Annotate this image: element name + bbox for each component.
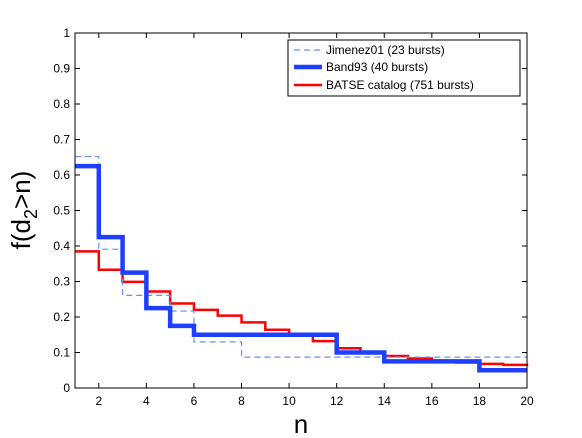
- plot-lines: [75, 155, 529, 373]
- y-axis-label: f(d2>n): [6, 171, 41, 250]
- y-tick-label: 0.9: [53, 62, 70, 76]
- legend-label-batse: BATSE catalog (751 bursts): [326, 78, 474, 92]
- x-tick-label: 12: [330, 394, 344, 408]
- axis-ticks: [75, 32, 528, 389]
- x-tick-label: 8: [238, 394, 245, 408]
- legend: Jimenez01 (23 bursts) Band93 (40 bursts)…: [287, 39, 521, 97]
- x-tick-label: 6: [191, 394, 198, 408]
- series-line-0: [75, 155, 527, 358]
- x-tick-label: 18: [473, 394, 487, 408]
- y-tick-label: 0.5: [53, 204, 70, 218]
- series-line-1: [75, 163, 527, 373]
- y-tick-label: 0.1: [53, 346, 70, 360]
- y-tick-label: 1: [63, 26, 70, 40]
- y-tick-label: 0.8: [53, 97, 70, 111]
- legend-entry-band93: Band93 (40 bursts): [294, 60, 428, 74]
- y-tick-label: 0.2: [53, 310, 70, 324]
- legend-box: [287, 39, 521, 97]
- y-tick-label: 0.3: [53, 275, 70, 289]
- x-tick-label: 2: [95, 394, 102, 408]
- y-tick-label: 0.7: [53, 133, 70, 147]
- legend-entry-jimenez01: Jimenez01 (23 bursts): [294, 43, 445, 57]
- y-tick-label: 0: [63, 381, 70, 395]
- x-tick-label: 16: [425, 394, 439, 408]
- legend-label-jimenez01: Jimenez01 (23 bursts): [326, 43, 445, 57]
- x-tick-label: 10: [282, 394, 296, 408]
- axis-tick-labels: 2 4 6 8 10 12 14 16 18 20 0 0.1 0.2 0.3 0.4 0.5 0.6 0.7 0.…: [53, 26, 534, 408]
- legend-label-band93: Band93 (40 bursts): [326, 60, 428, 74]
- y-tick-label: 0.4: [53, 239, 70, 253]
- series-line-2: [75, 250, 529, 367]
- legend-entry-batse: BATSE catalog (751 bursts): [294, 78, 474, 92]
- x-tick-label: 20: [520, 394, 534, 408]
- x-tick-label: 14: [378, 394, 392, 408]
- x-tick-label: 4: [143, 394, 150, 408]
- x-axis-label: n: [294, 409, 308, 438]
- y-tick-label: 0.6: [53, 168, 70, 182]
